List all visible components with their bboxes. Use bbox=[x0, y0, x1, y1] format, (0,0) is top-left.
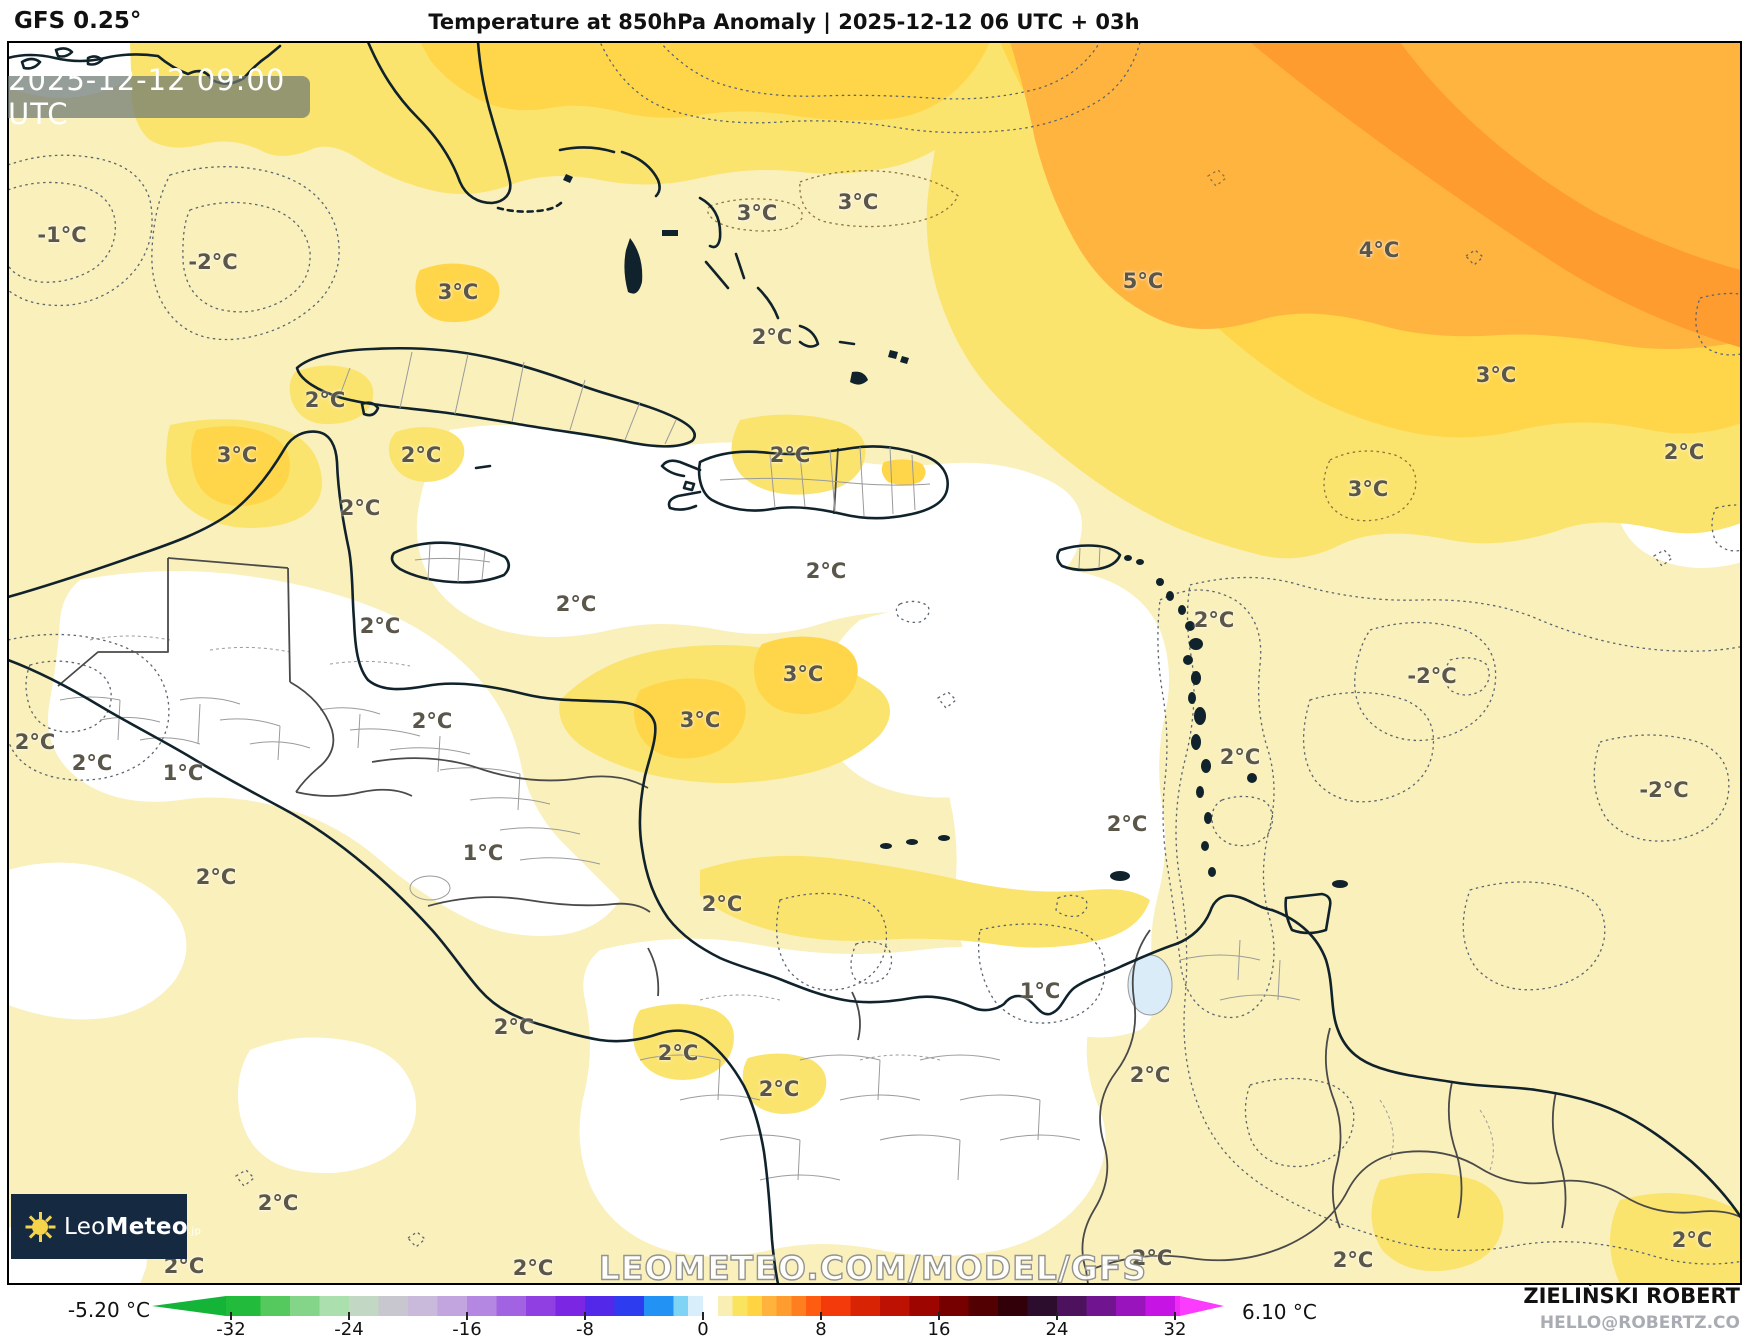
coastlines bbox=[8, 42, 1741, 1284]
anomaly-label: 2°C bbox=[657, 1041, 699, 1065]
colorbar-tick-label: -24 bbox=[334, 1319, 364, 1338]
anomaly-label: 2°C bbox=[1131, 1246, 1173, 1270]
anomaly-label: 2°C bbox=[71, 751, 113, 775]
author-email: HELLO@ROBERTZ.CO bbox=[1539, 1313, 1740, 1333]
anomaly-label: 1°C bbox=[462, 841, 504, 865]
watermark: LEOMETEO.COM/MODEL/GFS bbox=[598, 1248, 1148, 1288]
colorbar-max-annotation: 6.10 °C bbox=[1242, 1300, 1317, 1324]
colorbar-tick-mark bbox=[820, 1312, 822, 1320]
author-name: ZIELIŃSKI ROBERT bbox=[1523, 1284, 1740, 1308]
colorbar-tick-mark bbox=[230, 1312, 232, 1320]
anomaly-label: 2°C bbox=[1193, 608, 1235, 632]
orange-zones bbox=[1010, 42, 1741, 349]
anomaly-label: 2°C bbox=[493, 1015, 535, 1039]
colorbar-tick-mark bbox=[584, 1312, 586, 1320]
anomaly-label: -2°C bbox=[188, 250, 238, 274]
map-border bbox=[7, 41, 1742, 1285]
anomaly-label: 2°C bbox=[257, 1191, 299, 1215]
timestamp-badge: 2025-12-12 09:00 UTC bbox=[8, 63, 310, 131]
anomaly-label: 4°C bbox=[1358, 238, 1400, 262]
anomaly-label: 2°C bbox=[1106, 812, 1148, 836]
anomaly-label: 2°C bbox=[411, 709, 453, 733]
anomaly-label: 2°C bbox=[304, 388, 346, 412]
colorbar-tick-label: 32 bbox=[1163, 1319, 1187, 1338]
island-admin bbox=[339, 351, 1101, 583]
sun-icon bbox=[25, 1211, 56, 1242]
country-borders bbox=[57, 447, 1741, 1284]
leometeo-logo: LeoMeteo.jp bbox=[11, 1194, 201, 1259]
anomaly-label: 3°C bbox=[1475, 363, 1517, 387]
anomaly-label: 3°C bbox=[1347, 477, 1389, 501]
colorbar-tick-label: -32 bbox=[216, 1319, 246, 1338]
colorbar-min-annotation: -5.20 °C bbox=[67, 1298, 150, 1322]
colorbar-tick-label: 0 bbox=[697, 1319, 709, 1338]
anomaly-label: 2°C bbox=[751, 325, 793, 349]
page-title: Temperature at 850hPa Anomaly | 2025-12-… bbox=[428, 10, 1140, 34]
colorbar-tick-label: 16 bbox=[927, 1319, 951, 1338]
colorbar-tick-mark bbox=[938, 1312, 940, 1320]
anomaly-label: 3°C bbox=[782, 662, 824, 686]
anomaly-label: 2°C bbox=[805, 559, 847, 583]
anomaly-label: 2°C bbox=[1663, 440, 1705, 464]
anomaly-label: 2°C bbox=[359, 614, 401, 638]
logo-text: LeoMeteo.jp bbox=[64, 1213, 202, 1240]
colorbar-tick-mark bbox=[1056, 1312, 1058, 1320]
map-art bbox=[8, 42, 1741, 1284]
anomaly-label: 2°C bbox=[701, 892, 743, 916]
anomaly-label: 1°C bbox=[1019, 979, 1061, 1003]
anomaly-label: 2°C bbox=[512, 1256, 554, 1280]
anomaly-label: 2°C bbox=[400, 443, 442, 467]
anomaly-label: 3°C bbox=[837, 190, 879, 214]
anomaly-label: 2°C bbox=[1332, 1248, 1374, 1272]
contour-specks bbox=[235, 169, 1673, 1248]
colorbar-tick-label: -8 bbox=[576, 1319, 594, 1338]
anomaly-label: 3°C bbox=[216, 443, 258, 467]
anomaly-label: 3°C bbox=[437, 280, 479, 304]
model-label: GFS 0.25° bbox=[14, 8, 142, 34]
anomaly-label: 2°C bbox=[14, 730, 56, 754]
anomaly-label: 2°C bbox=[195, 865, 237, 889]
anomaly-label: 2°C bbox=[758, 1077, 800, 1101]
anomaly-label: -2°C bbox=[1639, 778, 1689, 802]
colorbar-tick-mark bbox=[466, 1312, 468, 1320]
colorbar-tick-label: -16 bbox=[452, 1319, 482, 1338]
anomaly-label: -2°C bbox=[1407, 664, 1457, 688]
anomaly-label: 5°C bbox=[1122, 269, 1164, 293]
colorbar-tick-label: 8 bbox=[815, 1319, 827, 1338]
colorbar-tick-mark bbox=[1174, 1312, 1176, 1320]
anomaly-label: 2°C bbox=[1219, 745, 1261, 769]
anomaly-label: 3°C bbox=[736, 201, 778, 225]
anomaly-label: 2°C bbox=[1671, 1228, 1713, 1252]
anomaly-label: 3°C bbox=[679, 708, 721, 732]
anomaly-label: 2°C bbox=[769, 443, 811, 467]
anomaly-label: 2°C bbox=[1129, 1063, 1171, 1087]
colorbar-tick-mark bbox=[702, 1312, 704, 1320]
anomaly-label: 2°C bbox=[555, 592, 597, 616]
colorbar-tick-label: 24 bbox=[1045, 1319, 1069, 1338]
anomaly-label: 2°C bbox=[339, 496, 381, 520]
admin-borders bbox=[59, 635, 1494, 1181]
colorbar bbox=[226, 1296, 1180, 1316]
anomaly-label: 1°C bbox=[162, 761, 204, 785]
colorbar-tick-mark bbox=[348, 1312, 350, 1320]
anomaly-label: -1°C bbox=[37, 223, 87, 247]
